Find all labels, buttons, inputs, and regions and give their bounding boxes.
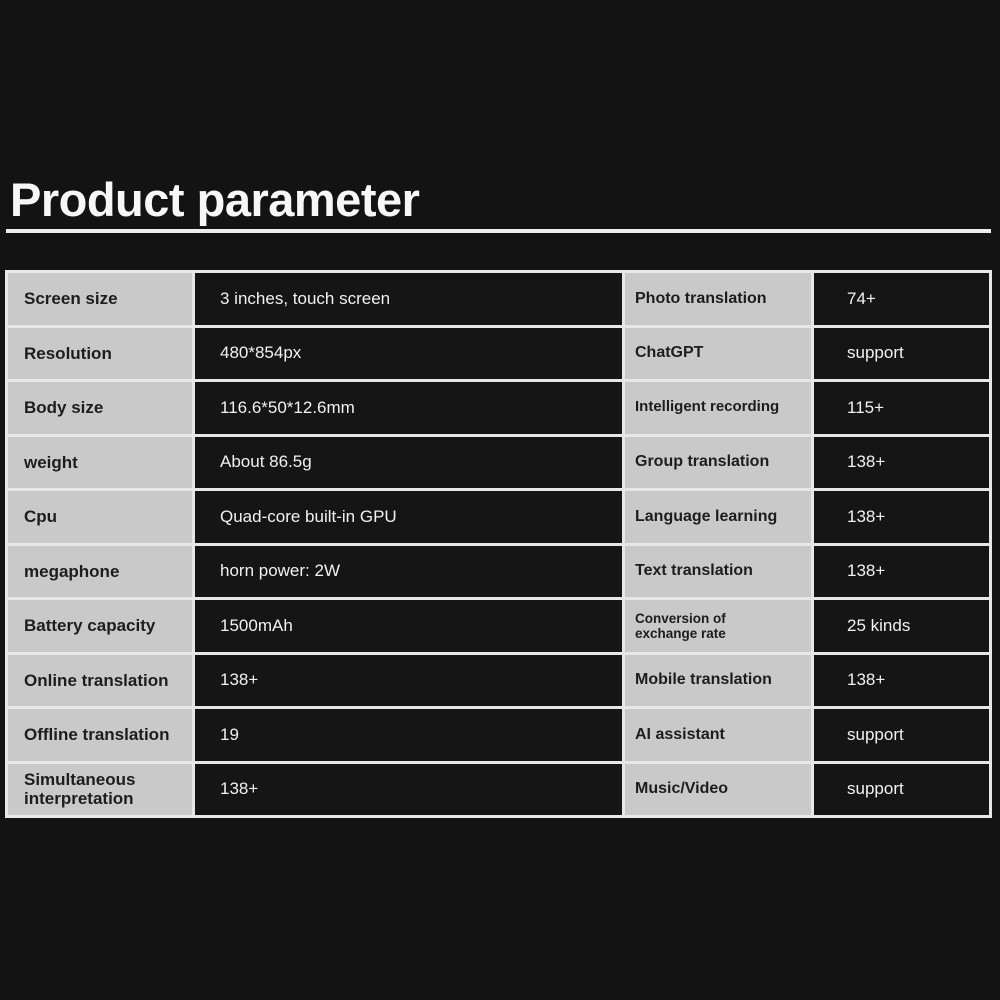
title-underline [6,229,991,233]
spec-value-cell: 116.6*50*12.6mm [195,382,625,434]
table-row: Offline translation 19 AI assistant supp… [8,706,989,761]
feature-label-cell: Language learning [625,491,814,543]
feature-value-cell: support [814,327,989,379]
feature-value-cell: 138+ [814,654,989,706]
table-row: Battery capacity 1500mAh Conversion of e… [8,597,989,652]
feature-label-cell: Music/Video [625,763,814,815]
spec-value-cell: 1500mAh [195,600,625,652]
feature-value-cell: 138+ [814,491,989,543]
spec-value-cell: 138+ [195,654,625,706]
feature-value-cell: 115+ [814,382,989,434]
feature-label-cell: Group translation [625,436,814,488]
feature-label-cell: Conversion of exchange rate [625,600,814,652]
spec-label-cell: Resolution [8,327,195,379]
feature-label-cell: Intelligent recording [625,382,814,434]
table-row: Resolution 480*854px ChatGPT support [8,324,989,379]
table-row: Online translation 138+ Mobile translati… [8,651,989,706]
spec-value-cell: 19 [195,709,625,761]
spec-label-cell: Simultaneous interpretation [8,763,195,815]
spec-label-cell: Offline translation [8,709,195,761]
spec-value-cell: horn power: 2W [195,545,625,597]
table-row: weight About 86.5g Group translation 138… [8,433,989,488]
spec-table: Screen size 3 inches, touch screen Photo… [5,270,992,818]
feature-label-cell: Mobile translation [625,654,814,706]
spec-value-cell: 3 inches, touch screen [195,273,625,325]
table-row: Cpu Quad-core built-in GPU Language lear… [8,488,989,543]
spec-value-cell: 138+ [195,763,625,815]
feature-value-cell: support [814,709,989,761]
feature-label-cell: Photo translation [625,273,814,325]
table-row: Screen size 3 inches, touch screen Photo… [8,273,989,325]
spec-label-cell: weight [8,436,195,488]
spec-label-cell: Cpu [8,491,195,543]
spec-label-cell: megaphone [8,545,195,597]
feature-label-cell: AI assistant [625,709,814,761]
spec-value-cell: Quad-core built-in GPU [195,491,625,543]
spec-label-cell: Body size [8,382,195,434]
spec-label-cell: Online translation [8,654,195,706]
spec-value-cell: About 86.5g [195,436,625,488]
table-row: Body size 116.6*50*12.6mm Intelligent re… [8,379,989,434]
feature-value-cell: 74+ [814,273,989,325]
feature-value-cell: 138+ [814,436,989,488]
feature-label-cell: ChatGPT [625,327,814,379]
spec-value-cell: 480*854px [195,327,625,379]
table-row: megaphone horn power: 2W Text translatio… [8,542,989,597]
feature-value-cell: 138+ [814,545,989,597]
spec-label-cell: Screen size [8,273,195,325]
spec-label-cell: Battery capacity [8,600,195,652]
feature-value-cell: 25 kinds [814,600,989,652]
table-row: Simultaneous interpretation 138+ Music/V… [8,760,989,815]
feature-label-cell: Text translation [625,545,814,597]
feature-value-cell: support [814,763,989,815]
page-title: Product parameter [10,173,420,227]
